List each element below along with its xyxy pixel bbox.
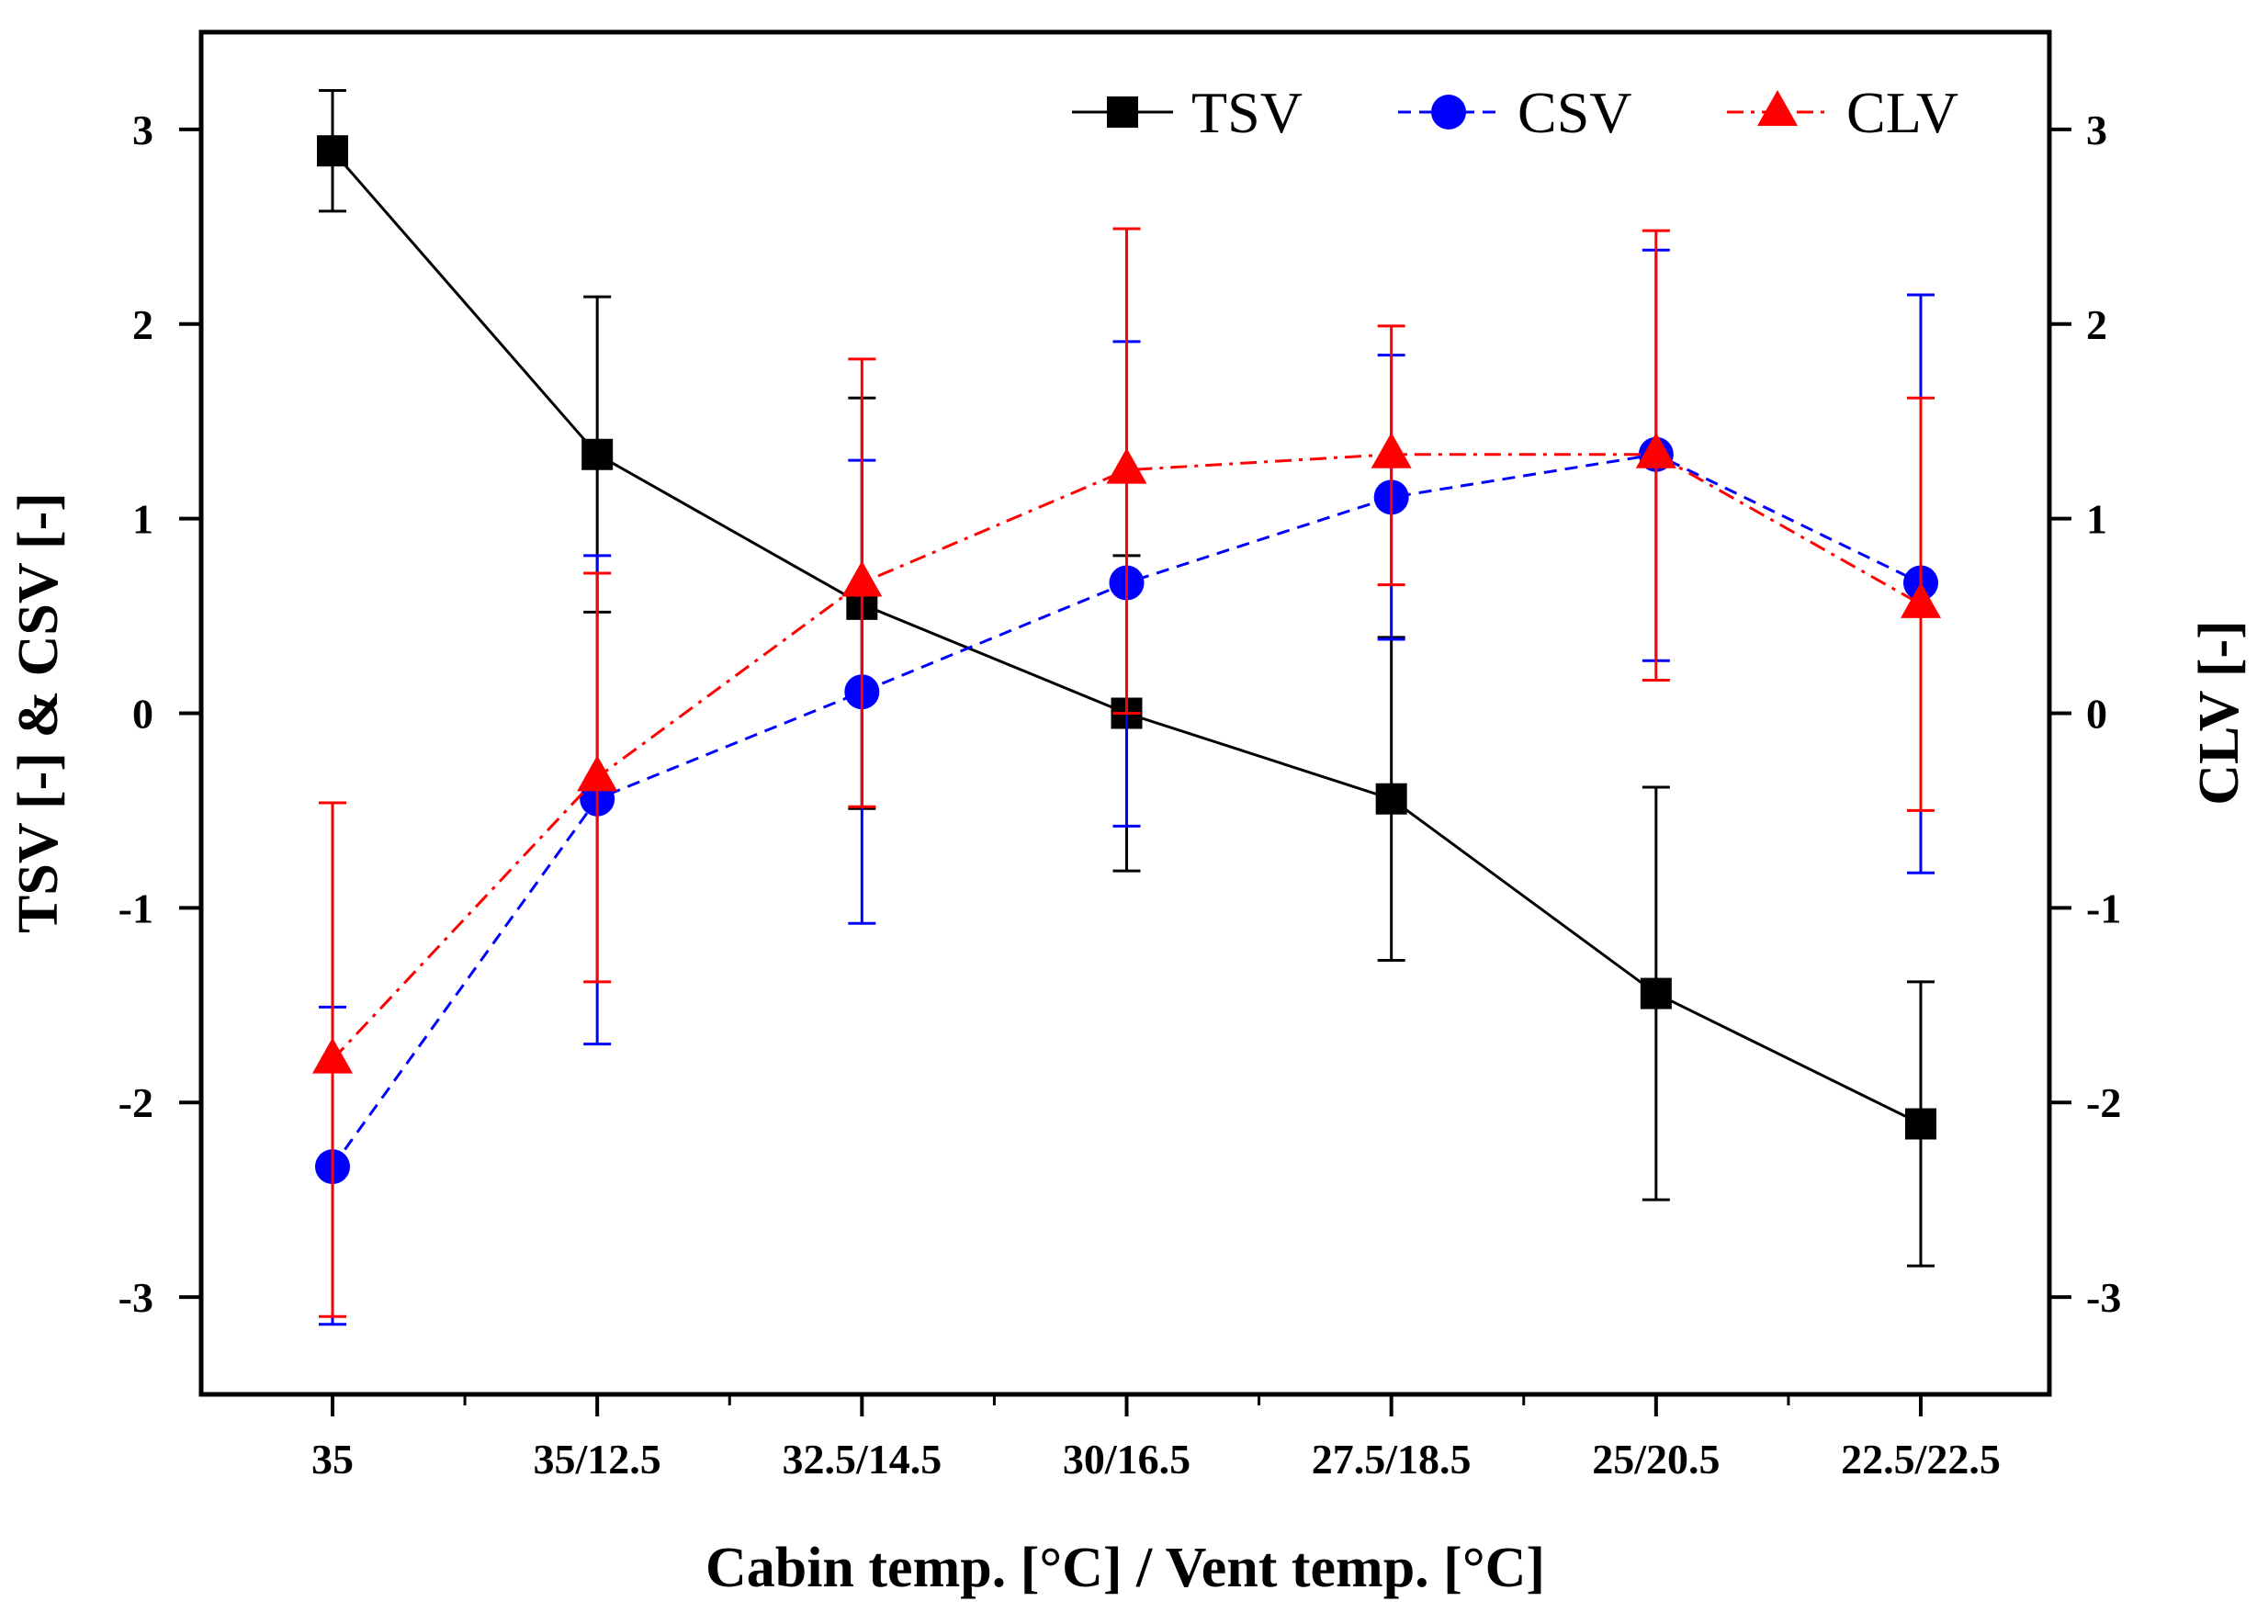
x-axis-title: Cabin temp. [°C] / Vent temp. [°C]: [705, 1537, 1545, 1599]
y2-tick-label: -3: [2086, 1274, 2121, 1321]
x-tick-label: 35: [311, 1436, 354, 1483]
y-axis-ticks: -3 -2 -1 0 1 2 3: [118, 107, 201, 1321]
data-point-tsv: [1375, 783, 1407, 815]
y-tick-label: -1: [118, 885, 153, 931]
x-tick-label: 35/12.5: [534, 1436, 661, 1483]
x-axis-ticks: 35 35/12.5 32.5/14.5 30/16.5 27.5/18.5 25/20.…: [311, 1394, 2001, 1483]
x-tick-label: 25/20.5: [1592, 1436, 1720, 1483]
y-tick-label: -2: [118, 1079, 153, 1126]
data-point-clv: [577, 755, 618, 792]
x-tick-label: 22.5/22.5: [1841, 1436, 2001, 1483]
data-point-clv: [1635, 432, 1676, 468]
x-tick-label: 27.5/18.5: [1312, 1436, 1472, 1483]
y2-tick-label: 0: [2086, 691, 2107, 738]
data-point-clv: [1901, 581, 1941, 618]
legend-marker: [1431, 95, 1466, 130]
y2-tick-label: 2: [2086, 301, 2107, 348]
y2-tick-label: -1: [2086, 885, 2121, 931]
y2-axis-title: CLV [-]: [2188, 620, 2251, 806]
y-tick-label: -3: [118, 1274, 153, 1321]
y-axis-title: TSV [-] & CSV [-]: [7, 492, 70, 933]
y-tick-label: 0: [132, 691, 153, 738]
legend-item-clv: CLV: [1727, 80, 1958, 145]
x-tick-label: 30/16.5: [1063, 1436, 1190, 1483]
data-point-clv: [312, 1037, 353, 1074]
legend-label: CLV: [1846, 80, 1958, 145]
y-tick-label: 3: [132, 107, 153, 153]
data-point-tsv: [1640, 977, 1672, 1009]
data-point-clv: [1106, 447, 1147, 484]
data-point-tsv: [581, 438, 614, 470]
data-point-clv: [841, 560, 883, 597]
y-tick-label: 1: [132, 496, 153, 543]
data-point-clv: [1371, 432, 1412, 468]
legend-label: CSV: [1518, 80, 1632, 145]
y2-tick-label: -2: [2086, 1079, 2121, 1126]
y-tick-label: 2: [132, 301, 153, 348]
y2-axis-ticks: -3 -2 -1 0 1 2 3: [2049, 107, 2121, 1321]
legend-label: TSV: [1191, 80, 1303, 145]
y2-tick-label: 1: [2086, 496, 2107, 543]
series-clv: [312, 227, 1941, 1318]
legend-item-tsv: TSV: [1072, 80, 1303, 145]
series-layer: [312, 89, 1941, 1326]
data-point-tsv: [1905, 1108, 1936, 1140]
x-tick-label: 32.5/14.5: [782, 1436, 942, 1483]
legend: TSV CSV CLV: [1072, 80, 1958, 145]
legend-item-csv: CSV: [1398, 80, 1632, 145]
y2-tick-label: 3: [2086, 107, 2107, 153]
legend-marker: [1757, 90, 1798, 126]
data-point-tsv: [317, 135, 348, 167]
legend-marker: [1107, 96, 1138, 128]
